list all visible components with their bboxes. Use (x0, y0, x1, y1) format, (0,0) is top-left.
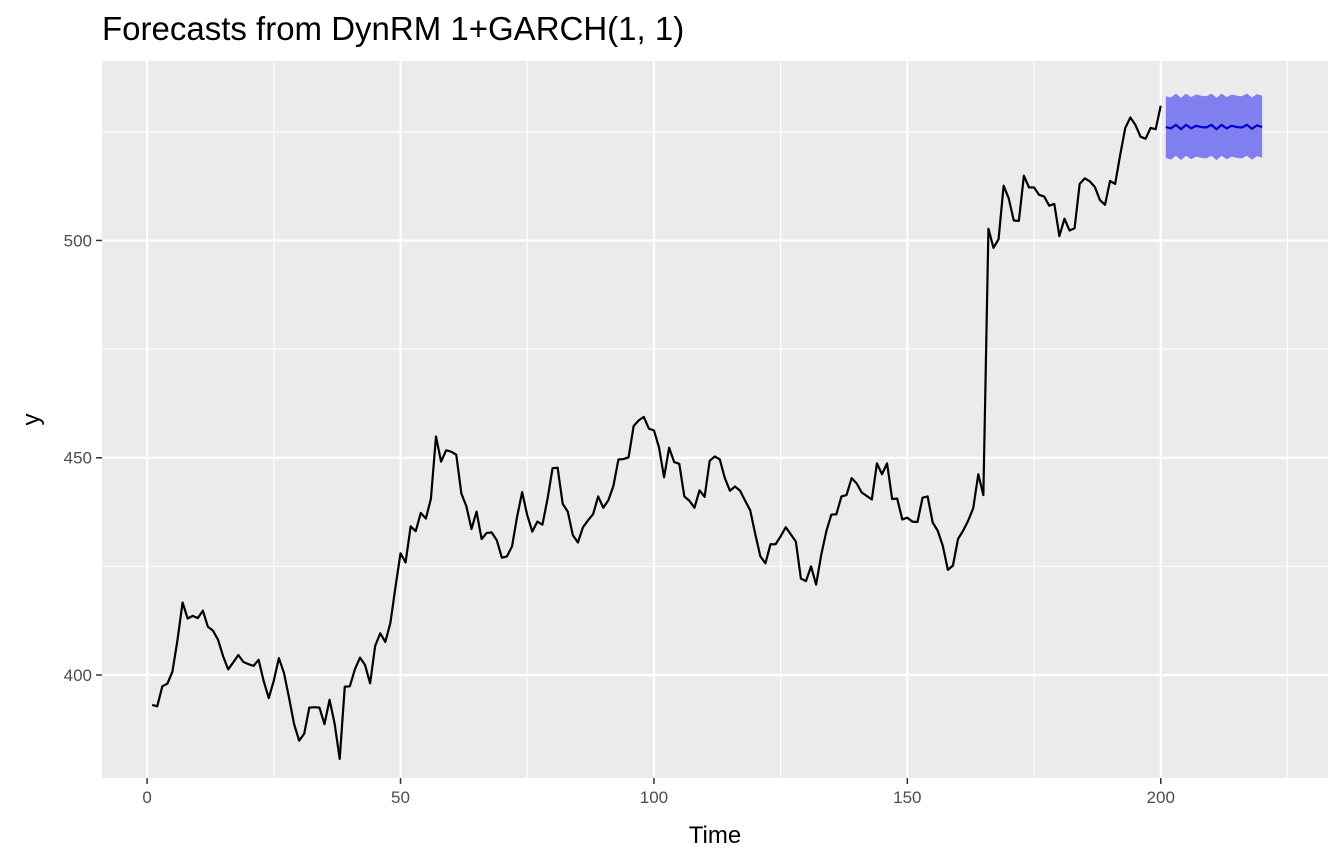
y-tick-label: 450 (64, 449, 92, 468)
grid-major (102, 61, 1328, 778)
forecast-mean-line (1165, 123, 1263, 131)
x-tick-label: 0 (142, 788, 151, 807)
y-tick-label: 400 (64, 666, 92, 685)
grid-minor (102, 61, 1328, 778)
plot-panel (102, 61, 1328, 778)
y-tick-label: 500 (64, 231, 92, 250)
x-tick-label: 100 (640, 788, 668, 807)
chart-title: Forecasts from DynRM 1+GARCH(1, 1) (102, 10, 684, 47)
series-layer (151, 105, 1162, 760)
axes: 0 50 100 150 200 400 450 500 (64, 231, 1175, 807)
series-line (151, 105, 1162, 760)
forecast-layer (1165, 93, 1263, 161)
x-tick-label: 50 (391, 788, 410, 807)
x-axis-title: Time (689, 822, 741, 849)
x-tick-label: 150 (893, 788, 921, 807)
y-axis-title: y (18, 414, 45, 426)
x-tick-label: 200 (1147, 788, 1175, 807)
